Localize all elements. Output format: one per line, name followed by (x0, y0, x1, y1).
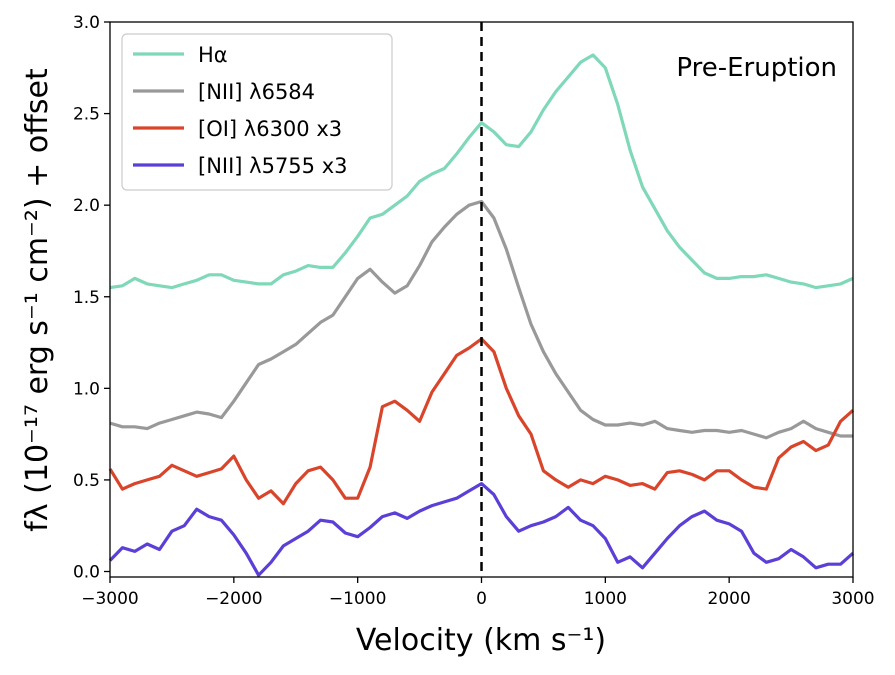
series-line-0 (109, 53, 854, 290)
legend-label-halpha: Hα (198, 43, 228, 67)
y-tick-label: 3.0 (73, 13, 100, 33)
legend: Hα [NII] λ6584 [OI] λ6300 x3 [NII] λ5755… (121, 33, 393, 191)
x-tick-label: −1000 (329, 589, 387, 609)
x-tick-label: 3000 (831, 589, 874, 609)
y-tick-label: 2.0 (73, 196, 100, 216)
series-line-3 (108, 482, 855, 577)
ticks-layer: −3000 −2000 −1000 0 1000 2000 3000 0.0 0.5 1.0 1.5… (73, 13, 875, 609)
y-axis-label: fλ (10⁻¹⁷ erg s⁻¹ cm⁻²) + offset (20, 68, 55, 532)
y-tick-label: 1.5 (73, 288, 100, 308)
y-tick-label: 0.5 (73, 471, 100, 491)
plot-frame (109, 21, 854, 578)
x-tick-label: 2000 (708, 589, 751, 609)
y-tick-label: 1.0 (73, 379, 100, 399)
x-axis-label: Velocity (km s⁻¹) (356, 623, 606, 658)
x-tick-label: −2000 (205, 589, 263, 609)
x-tick-label: −3000 (81, 589, 139, 609)
legend-label-oi-6300: [OI] λ6300 x3 (198, 117, 342, 141)
pre-eruption-label: Pre-Eruption (676, 53, 837, 83)
x-tick-label: 1000 (584, 589, 627, 609)
legend-label-nii-6584: [NII] λ6584 (198, 80, 315, 104)
legend-box (121, 33, 393, 191)
series-line-1 (109, 199, 853, 440)
x-tick-label: 0 (476, 589, 487, 609)
y-tick-label: 2.5 (73, 105, 100, 125)
y-tick-label: 0.0 (73, 563, 100, 583)
legend-label-nii-5755: [NII] λ5755 x3 (198, 154, 348, 178)
